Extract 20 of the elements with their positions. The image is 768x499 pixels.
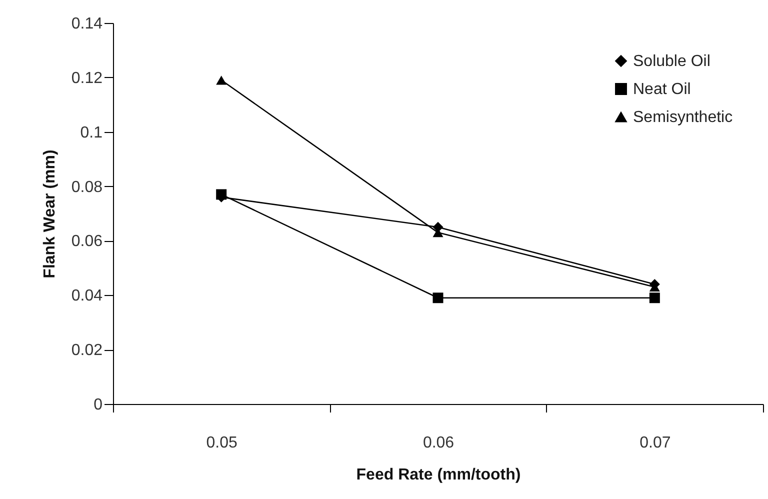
x-tick-label: 0.07 xyxy=(640,434,671,452)
legend-label: Semisynthetic xyxy=(633,109,733,126)
point xyxy=(432,292,444,304)
point xyxy=(216,76,227,85)
y-tick-label: 0.04 xyxy=(71,288,103,305)
y-tick-label: 0 xyxy=(94,396,103,414)
legend-label: Neat Oil xyxy=(633,81,691,98)
y-tick-label: 0.1 xyxy=(80,124,103,142)
y-tick-label: 0.02 xyxy=(71,342,103,360)
point xyxy=(216,189,227,200)
x-tick-label: 0.05 xyxy=(206,434,238,452)
y-tick-label: 0.06 xyxy=(71,233,103,250)
y-tick-label: 0.12 xyxy=(71,70,103,87)
legend-label: Soluble Oil xyxy=(633,53,710,70)
x-axis-title: Feed Rate (mm/tooth) xyxy=(356,466,521,484)
point xyxy=(649,292,660,304)
y-tick-label: 0.08 xyxy=(71,178,103,196)
x-tick-label: 0.06 xyxy=(422,434,454,452)
y-axis-title: Flank Wear (mm) xyxy=(41,150,58,278)
y-tick-label: 0.14 xyxy=(71,16,103,32)
